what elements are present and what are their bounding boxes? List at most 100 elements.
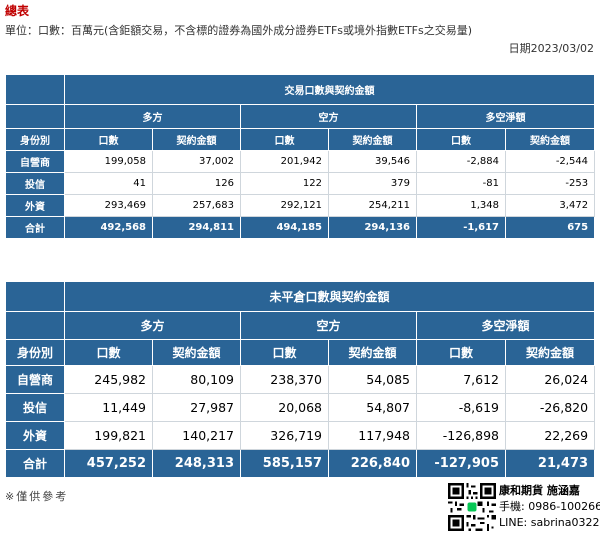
table-cell: -26,820	[504, 393, 596, 422]
page-title: 總表	[5, 4, 30, 18]
total-row: 合計 457,252 248,313 585,157 226,840 -127,…	[5, 449, 596, 478]
total-cell: 585,157	[240, 449, 329, 478]
column-header: 口數	[416, 128, 506, 151]
table-cell: 293,469	[64, 194, 153, 217]
group-net: 多空淨額	[415, 104, 596, 129]
column-header: 口數	[64, 128, 153, 151]
total-cell: 248,313	[152, 449, 241, 478]
contact-phone: 手機: 0986-100266	[499, 500, 600, 513]
column-header: 身份別	[5, 128, 65, 151]
table-row: 投信 41 126 122 379 -81 -253	[5, 172, 596, 195]
table-cell: 126	[152, 172, 241, 195]
table-cell: -126,898	[416, 421, 506, 450]
total-cell: 21,473	[504, 449, 596, 478]
unit-note: 單位：口數：百萬元(含鉅額交易，不含標的證券為國外成分證券ETFs或境外指數ET…	[5, 24, 473, 37]
table-cell: 257,683	[152, 194, 241, 217]
table-cell: -8,619	[416, 393, 506, 422]
total-cell: -127,905	[416, 449, 506, 478]
qr-code-icon[interactable]	[448, 483, 496, 531]
column-header: 口數	[64, 339, 153, 366]
open-interest-table: 未平倉口數與契約金額 多方 空方 多空淨額 身份別 口數 契約金額 口數 契約金…	[5, 281, 596, 478]
table-cell: -2,544	[504, 150, 596, 173]
group-title: 交易口數與契約金額	[63, 74, 596, 105]
total-cell: 294,136	[328, 216, 417, 239]
footnote: ※僅供參考	[5, 490, 69, 503]
table-cell: 41	[64, 172, 153, 195]
table-cell: 1,348	[416, 194, 506, 217]
row-label: 投信	[5, 172, 65, 195]
row-label: 自營商	[5, 365, 65, 394]
total-label: 合計	[5, 449, 65, 478]
column-header: 身份別	[5, 339, 65, 366]
column-header: 口數	[416, 339, 506, 366]
table-cell: 254,211	[328, 194, 417, 217]
header-blank	[5, 74, 65, 105]
table-cell: 140,217	[152, 421, 241, 450]
table-cell: 245,982	[64, 365, 153, 394]
table-cell: -81	[416, 172, 506, 195]
total-cell: 294,811	[152, 216, 241, 239]
total-row: 合計 492,568 294,811 494,185 294,136 -1,61…	[5, 216, 596, 239]
table-cell: 238,370	[240, 365, 329, 394]
table-cell: 22,269	[504, 421, 596, 450]
trading-volume-table: 交易口數與契約金額 多方 空方 多空淨額 身份別 口數 契約金額 口數 契約金額…	[5, 74, 596, 239]
table-cell: 54,807	[328, 393, 417, 422]
table-cell: 3,472	[504, 194, 596, 217]
column-header: 契約金額	[504, 128, 596, 151]
table-cell: 37,002	[152, 150, 241, 173]
total-cell: 675	[504, 216, 596, 239]
column-header: 契約金額	[152, 339, 241, 366]
table-cell: 379	[328, 172, 417, 195]
table-cell: 54,085	[328, 365, 417, 394]
group-title: 未平倉口數與契約金額	[63, 281, 596, 312]
table-row: 外資 199,821 140,217 326,719 117,948 -126,…	[5, 421, 596, 450]
contact-name: 康和期貨 施涵嘉	[499, 484, 580, 497]
contact-line-id: LINE: sabrina0322	[499, 516, 600, 529]
contact-card: 康和期貨 施涵嘉 手機: 0986-100266 LINE: sabrina03…	[448, 480, 600, 536]
table-cell: 39,546	[328, 150, 417, 173]
total-cell: 494,185	[240, 216, 329, 239]
table-row: 外資 293,469 257,683 292,121 254,211 1,348…	[5, 194, 596, 217]
column-header: 契約金額	[152, 128, 241, 151]
table-row: 自營商 245,982 80,109 238,370 54,085 7,612 …	[5, 365, 596, 394]
row-label: 外資	[5, 421, 65, 450]
column-header: 口數	[240, 339, 329, 366]
column-header: 契約金額	[328, 128, 417, 151]
header-blank	[5, 311, 65, 340]
column-header: 契約金額	[504, 339, 596, 366]
total-label: 合計	[5, 216, 65, 239]
group-short: 空方	[240, 104, 417, 129]
table-cell: -2,884	[416, 150, 506, 173]
column-header: 口數	[240, 128, 329, 151]
total-cell: -1,617	[416, 216, 506, 239]
row-label: 外資	[5, 194, 65, 217]
group-long: 多方	[64, 104, 241, 129]
total-cell: 492,568	[64, 216, 153, 239]
table-cell: 117,948	[328, 421, 417, 450]
table-cell: 292,121	[240, 194, 329, 217]
column-header: 契約金額	[328, 339, 417, 366]
table-cell: -253	[504, 172, 596, 195]
table-cell: 199,821	[64, 421, 153, 450]
table-cell: 326,719	[240, 421, 329, 450]
group-net: 多空淨額	[415, 311, 596, 340]
report-date: 日期2023/03/02	[508, 42, 594, 55]
table-cell: 201,942	[240, 150, 329, 173]
row-label: 投信	[5, 393, 65, 422]
table-cell: 199,058	[64, 150, 153, 173]
table-row: 投信 11,449 27,987 20,068 54,807 -8,619 -2…	[5, 393, 596, 422]
table-cell: 80,109	[152, 365, 241, 394]
table-cell: 26,024	[504, 365, 596, 394]
header-blank	[5, 281, 65, 312]
group-short: 空方	[240, 311, 417, 340]
table-cell: 27,987	[152, 393, 241, 422]
header-blank	[5, 104, 65, 129]
table-cell: 20,068	[240, 393, 329, 422]
table-row: 自營商 199,058 37,002 201,942 39,546 -2,884…	[5, 150, 596, 173]
table-cell: 122	[240, 172, 329, 195]
table-cell: 11,449	[64, 393, 153, 422]
row-label: 自營商	[5, 150, 65, 173]
table-cell: 7,612	[416, 365, 506, 394]
total-cell: 457,252	[64, 449, 153, 478]
total-cell: 226,840	[328, 449, 417, 478]
